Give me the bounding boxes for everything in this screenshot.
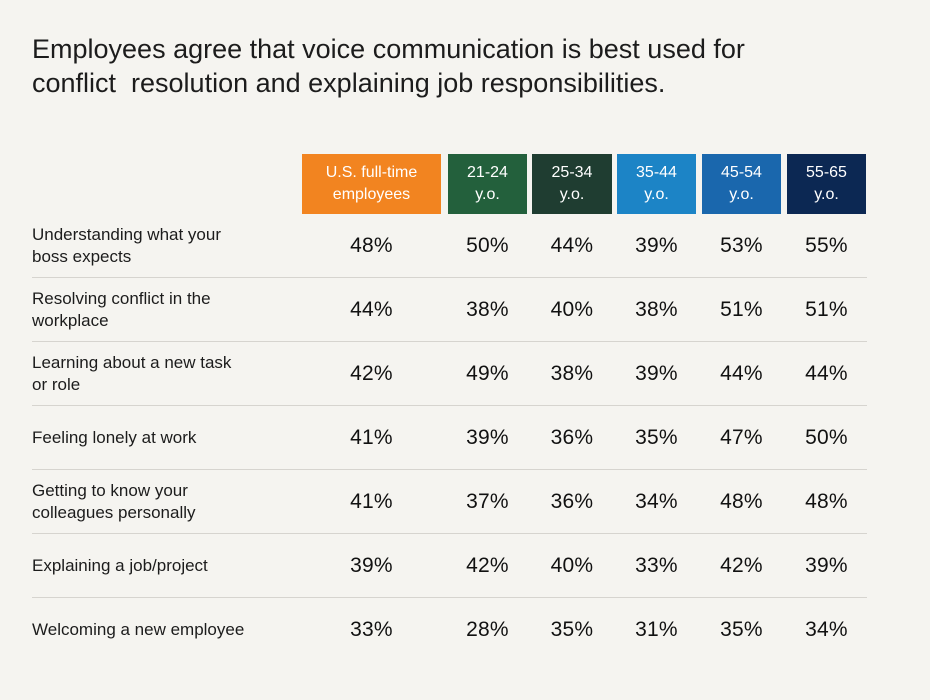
table-cell-value: 35% — [720, 618, 763, 641]
table-cell-value: 41% — [350, 490, 393, 513]
table-cell-value: 41% — [350, 426, 393, 449]
table-cell-value: 48% — [720, 490, 763, 513]
table-cell-value: 37% — [466, 490, 509, 513]
table-cell-value: 42% — [350, 362, 393, 385]
column-header: 45-54 y.o. — [702, 154, 781, 214]
row-label: Getting to know your colleagues personall… — [32, 481, 196, 522]
table-cell-value: 42% — [720, 554, 763, 577]
table-cell-value: 38% — [466, 298, 509, 321]
column-header-label: 45-54 y.o. — [721, 164, 762, 203]
row-label: Explaining a job/project — [32, 556, 208, 575]
table-cell-value: 44% — [350, 298, 393, 321]
row-divider — [32, 597, 867, 598]
table-cell-value: 39% — [635, 234, 678, 257]
table-cell-value: 38% — [550, 362, 594, 385]
table-cell-value: 35% — [550, 618, 594, 641]
column-header-label: 21-24 y.o. — [467, 164, 508, 203]
table-cell-value: 35% — [635, 426, 678, 449]
row-divider — [32, 405, 867, 406]
column-header: 35-44 y.o. — [617, 154, 696, 214]
table-cell-value: 40% — [550, 298, 594, 321]
table-cell-value: 39% — [350, 554, 393, 577]
table-cell-value: 44% — [720, 362, 763, 385]
column-header-label: U.S. full-time employees — [325, 164, 418, 203]
table-cell-value: 31% — [635, 618, 678, 641]
table-cell-value: 39% — [466, 426, 509, 449]
table-cell-value: 39% — [635, 362, 678, 385]
table-cell-value: 48% — [805, 490, 848, 513]
table-cell-value: 51% — [805, 298, 848, 321]
row-divider — [32, 533, 867, 534]
table-cell-value: 49% — [466, 362, 509, 385]
row-label: Feeling lonely at work — [32, 428, 197, 447]
column-header: 25-34 y.o. — [532, 154, 612, 214]
row-divider — [32, 469, 867, 470]
column-header-label: 35-44 y.o. — [636, 164, 677, 203]
table-cell-value: 38% — [635, 298, 678, 321]
column-header: 21-24 y.o. — [448, 154, 527, 214]
column-header: U.S. full-time employees — [302, 154, 441, 214]
row-divider — [32, 341, 867, 342]
table-cell-value: 44% — [550, 234, 594, 257]
table-cell-value: 42% — [466, 554, 509, 577]
table-cell-value: 53% — [720, 234, 763, 257]
row-divider — [32, 277, 867, 278]
table-cell-value: 33% — [350, 618, 393, 641]
table-cell-value: 50% — [805, 426, 848, 449]
table-cell-value: 48% — [350, 234, 393, 257]
column-header: 55-65 y.o. — [787, 154, 866, 214]
row-label: Learning about a new task or role — [32, 353, 232, 394]
table-cell-value: 34% — [635, 490, 678, 513]
table-cell-value: 34% — [805, 618, 848, 641]
table-cell-value: 50% — [466, 234, 509, 257]
table-cell-value: 36% — [550, 426, 594, 449]
table-cell-value: 33% — [635, 554, 678, 577]
chart-title: Employees agree that voice communication… — [32, 34, 745, 98]
table-cell-value: 28% — [466, 618, 509, 641]
column-header-label: 55-65 y.o. — [806, 164, 847, 203]
column-header-label: 25-34 y.o. — [551, 164, 593, 203]
table-cell-value: 40% — [550, 554, 594, 577]
table-cell-value: 51% — [720, 298, 763, 321]
table-cell-value: 36% — [550, 490, 594, 513]
table-cell-value: 39% — [805, 554, 848, 577]
row-label: Welcoming a new employee — [32, 620, 245, 639]
table-cell-value: 55% — [805, 234, 848, 257]
row-label: Understanding what your boss expects — [32, 225, 222, 266]
row-label: Resolving conflict in the workplace — [32, 289, 211, 330]
table-cell-value: 47% — [720, 426, 763, 449]
table-cell-value: 44% — [805, 362, 848, 385]
